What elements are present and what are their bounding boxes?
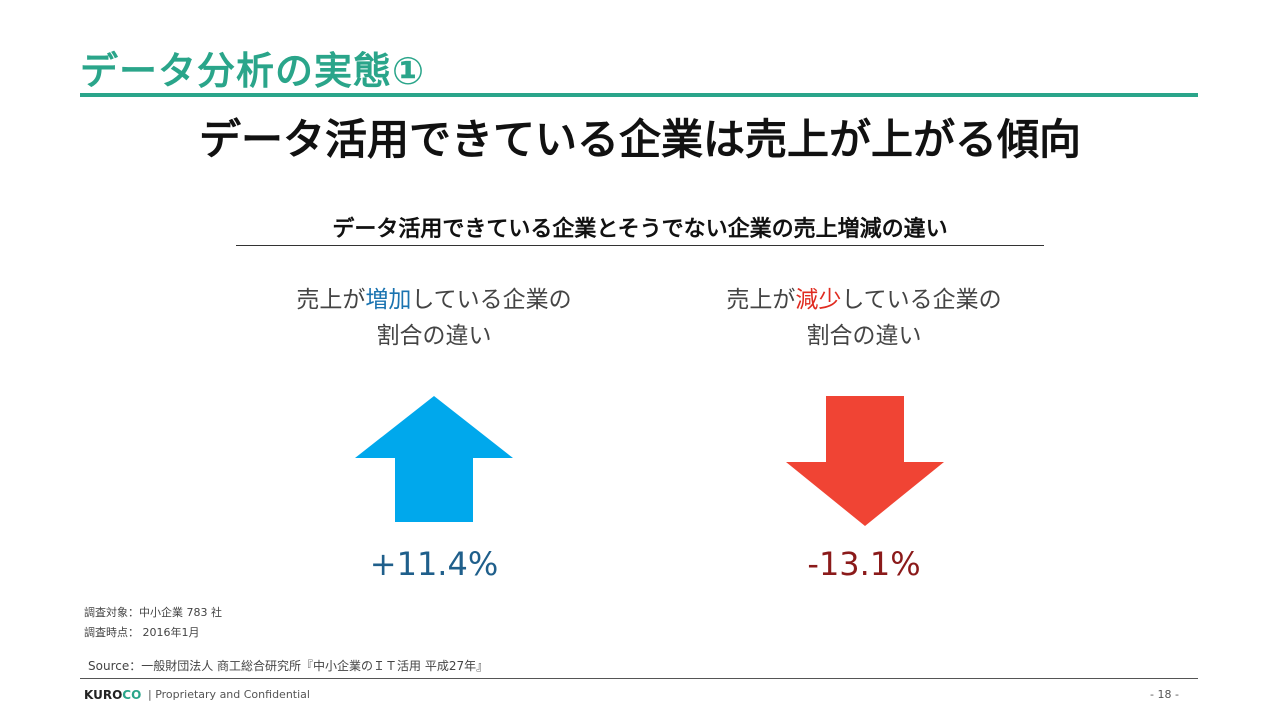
- sub-title-divider: [236, 245, 1044, 246]
- arrow-down-icon: [786, 396, 944, 526]
- label-text: している企業の: [841, 287, 1002, 313]
- label-text: 割合の違い: [806, 323, 922, 349]
- section-divider: [80, 93, 1198, 97]
- main-title: データ活用できている企業は売上が上がる傾向: [198, 115, 1081, 164]
- kuroco-logo: KUROCO: [84, 688, 142, 702]
- arrow-up-icon: [355, 396, 513, 522]
- label-text: 売上が: [726, 287, 796, 313]
- label-highlight: 減少: [795, 287, 842, 313]
- decrease-label: 売上が減少している企業の 割合の違い: [664, 282, 1064, 354]
- page-number: - 18 -: [1150, 688, 1179, 701]
- label-text: 割合の違い: [376, 323, 492, 349]
- section-title: データ分析の実態①: [80, 49, 426, 93]
- sub-title: データ活用できている企業とそうでない企業の売上増減の違い: [332, 217, 948, 242]
- confidential-text: | Proprietary and Confidential: [148, 688, 310, 701]
- label-text: 売上が: [296, 287, 366, 313]
- increase-value: +11.4%: [369, 545, 499, 583]
- increase-label: 売上が増加している企業の 割合の違い: [234, 282, 634, 354]
- survey-target: 調査対象：中小企業 783 社: [84, 606, 222, 619]
- decrease-value: -13.1%: [807, 545, 921, 583]
- footer-divider: [80, 678, 1198, 679]
- label-highlight: 増加: [365, 287, 412, 313]
- survey-date: 調査時点： 2016年1月: [84, 626, 200, 639]
- source-note: Source：一般財団法人 商工総合研究所『中小企業のＩＴ活用 平成27年』: [88, 659, 489, 673]
- label-text: している企業の: [411, 287, 572, 313]
